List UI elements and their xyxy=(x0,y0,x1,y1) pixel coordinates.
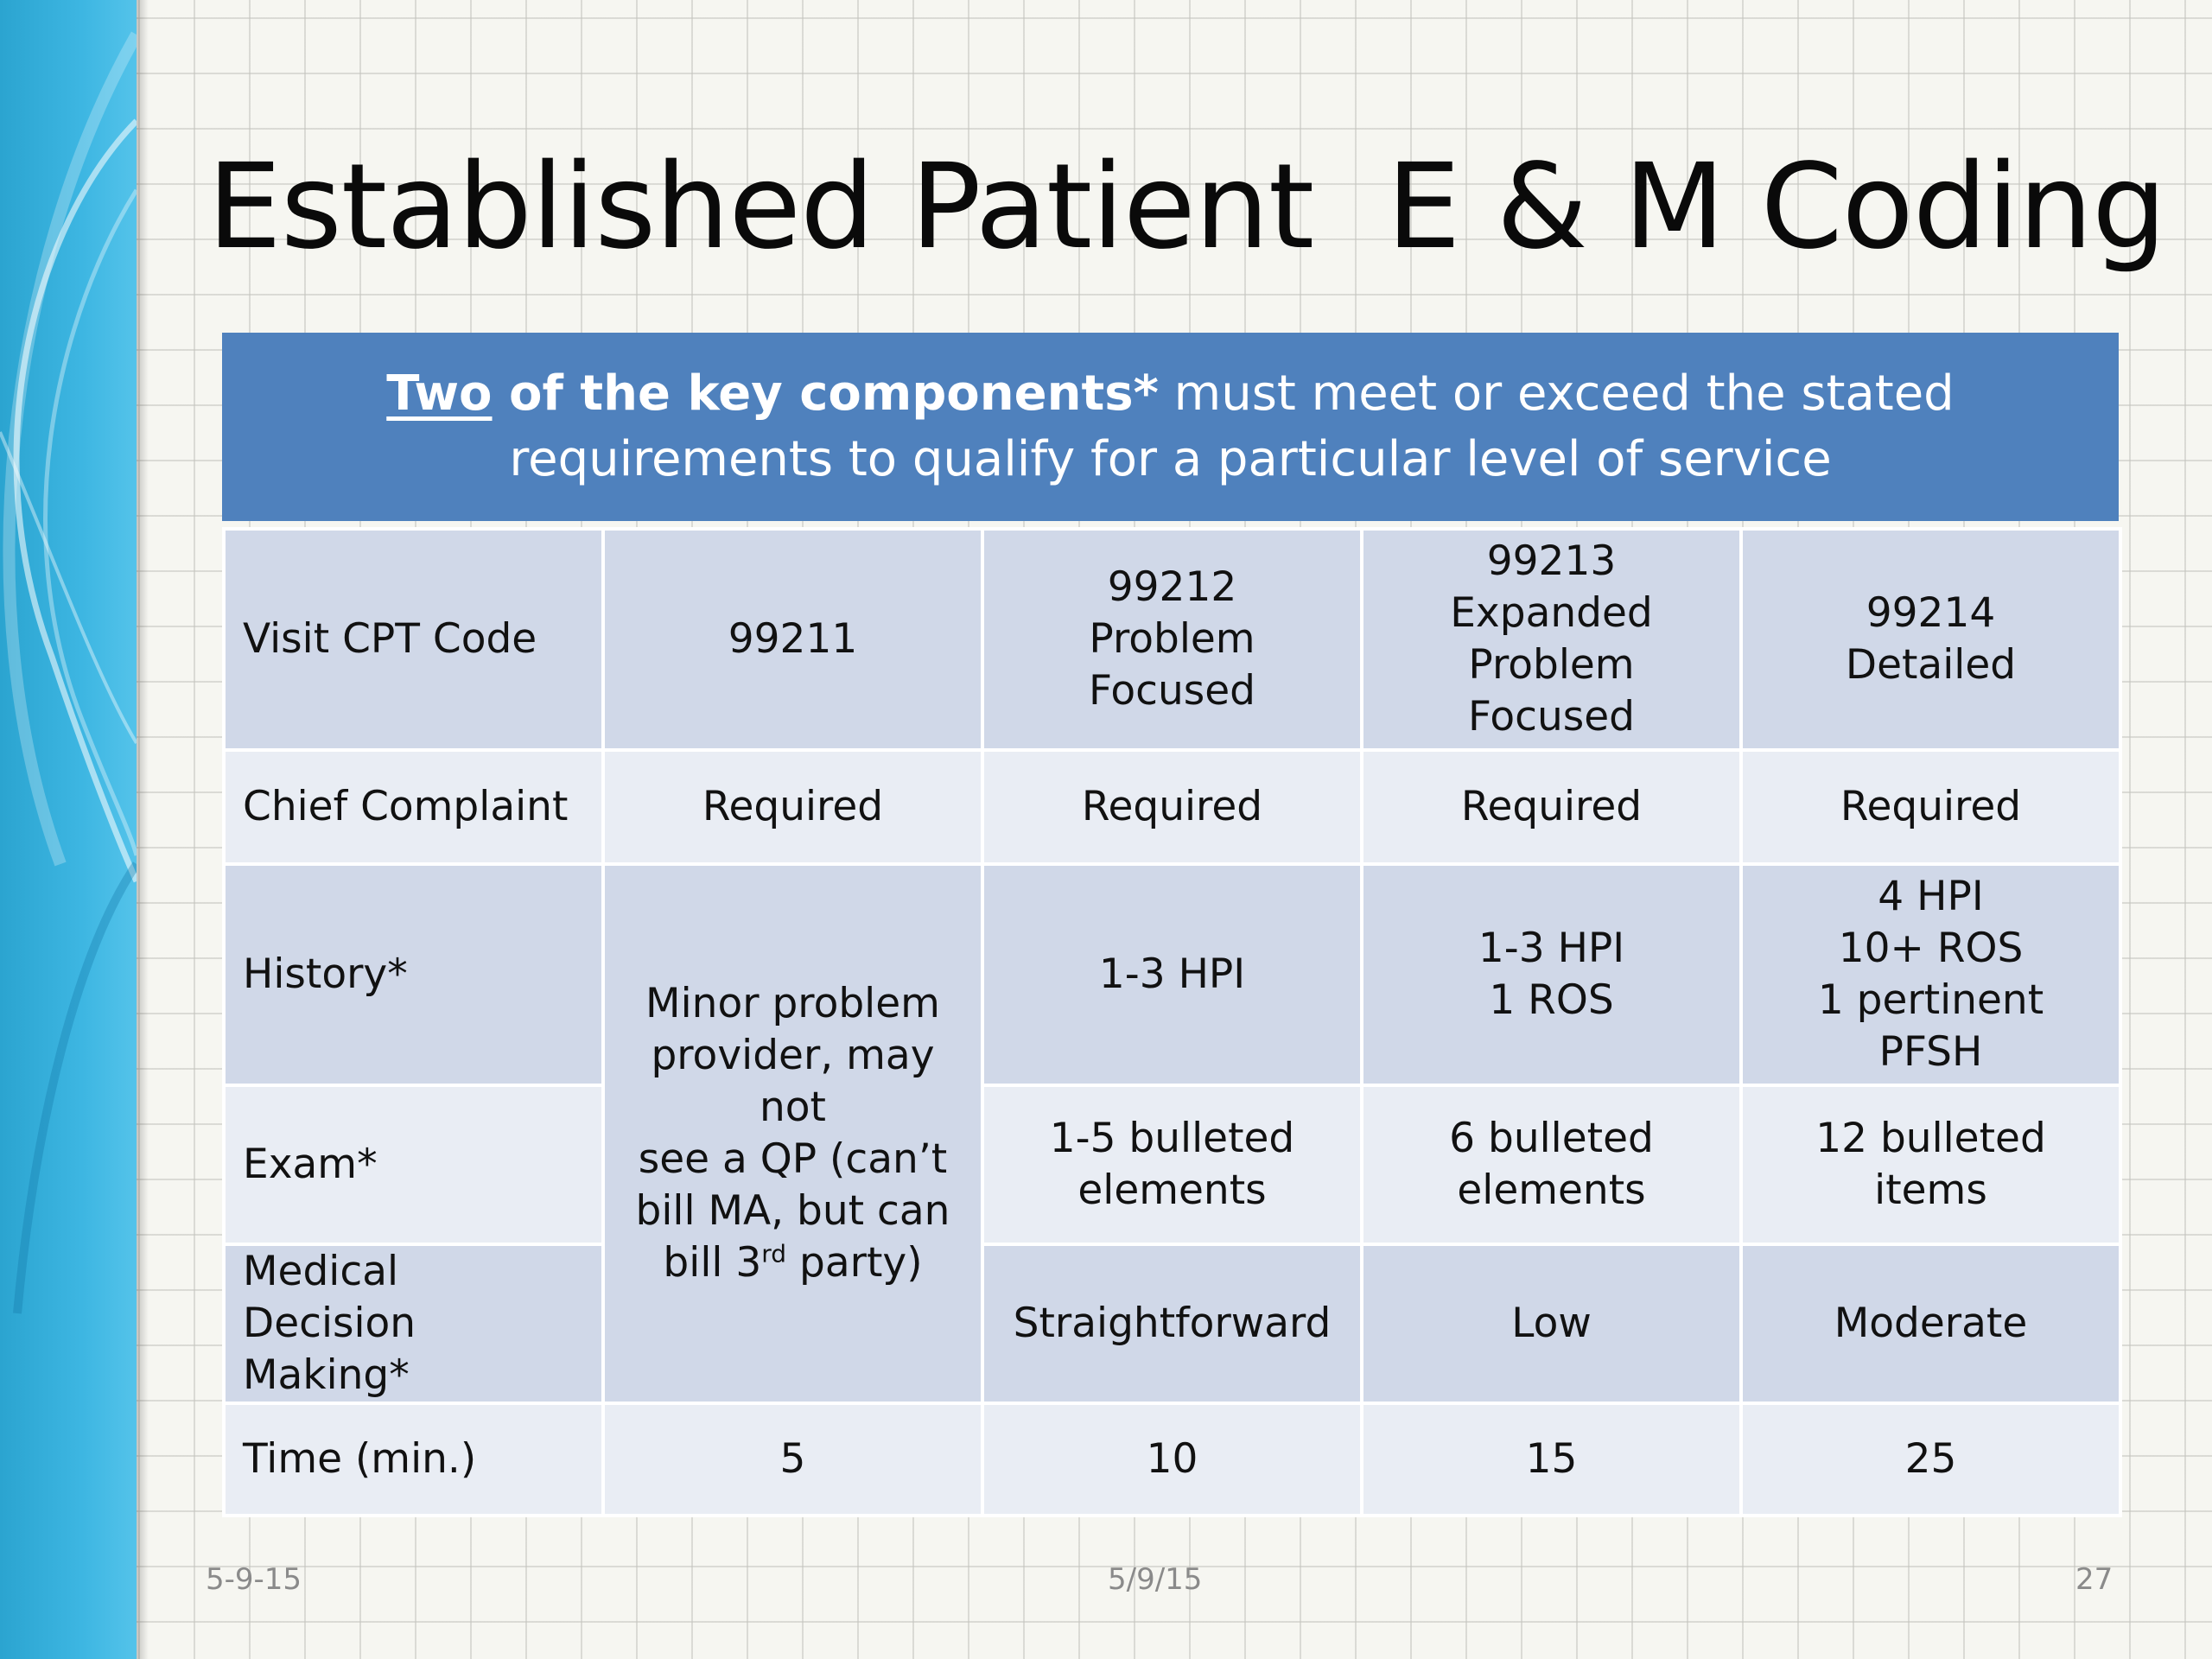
cell-exam-99212: 1-5 bulleted elements xyxy=(981,1084,1363,1246)
banner-emphasis: Two of the key components* xyxy=(386,365,1159,422)
cell-history-99212: 1-3 HPI xyxy=(981,862,1363,1087)
cell-99214-code: 99214 Detailed xyxy=(1739,527,2122,752)
cell-exam-99214: 12 bulleted items xyxy=(1739,1084,2122,1246)
table-row-chief-complaint: Chief Complaint Required Required Requir… xyxy=(222,748,2122,866)
banner-line-2: requirements to qualify for a particular… xyxy=(509,431,1832,487)
swirl-decoration-icon xyxy=(0,31,137,1314)
cell-time-99212: 10 xyxy=(981,1402,1363,1517)
table-row-medical-decision-making: Medical Decision Making* Straightforward … xyxy=(222,1243,2122,1405)
footer-center-date: 5/9/15 xyxy=(1108,1562,1203,1597)
cell-99211-code: 99211 xyxy=(601,527,984,752)
cell-chief-complaint-99214: Required xyxy=(1739,748,2122,866)
side-band-shadow xyxy=(137,0,149,1659)
cell-chief-complaint-99211: Required xyxy=(601,748,984,866)
table-row-cpt-code: Visit CPT Code 99211 99212 Problem Focuse… xyxy=(222,527,2122,752)
cell-time-99214: 25 xyxy=(1739,1402,2122,1517)
row-label-visit-cpt-code: Visit CPT Code xyxy=(222,527,605,752)
cell-history-99213: 1-3 HPI 1 ROS xyxy=(1360,862,1743,1087)
cell-mdm-99212: Straightforward xyxy=(981,1243,1363,1405)
cell-chief-complaint-99213: Required xyxy=(1360,748,1743,866)
banner-underlined-word: Two xyxy=(386,365,493,422)
decorative-side-band xyxy=(0,0,137,1659)
cell-99213-code: 99213 Expanded Problem Focused xyxy=(1360,527,1743,752)
cell-99211-merged-note: Minor problem provider, may not see a QP… xyxy=(601,862,984,1405)
cell-history-99214: 4 HPI 10+ ROS 1 pertinent PFSH xyxy=(1739,862,2122,1087)
slide-number: 27 xyxy=(2075,1562,2113,1597)
row-label-chief-complaint: Chief Complaint xyxy=(222,748,605,866)
row-label-exam: Exam* xyxy=(222,1084,605,1246)
cell-time-99211: 5 xyxy=(601,1402,984,1517)
cell-chief-complaint-99212: Required xyxy=(981,748,1363,866)
footer-left-date: 5-9-15 xyxy=(206,1562,302,1597)
row-label-history: History* xyxy=(222,862,605,1087)
cell-mdm-99213: Low xyxy=(1360,1243,1743,1405)
em-coding-table: Visit CPT Code 99211 99212 Problem Focuse… xyxy=(222,527,2122,1517)
slide-title: Established Patient E & M Coding xyxy=(207,139,2166,276)
cell-exam-99213: 6 bulleted elements xyxy=(1360,1084,1743,1246)
banner-line-1-rest: must meet or exceed the stated xyxy=(1158,365,1955,422)
row-label-time: Time (min.) xyxy=(222,1402,605,1517)
cell-99212-code: 99212 Problem Focused xyxy=(981,527,1363,752)
banner-bold-text: of the key components* xyxy=(492,365,1159,422)
table-row-time: Time (min.) 5 10 15 25 xyxy=(222,1402,2122,1517)
table-row-history: History* Minor problem provider, may not… xyxy=(222,862,2122,1405)
cell-time-99213: 15 xyxy=(1360,1402,1743,1517)
banner-line-1: Two of the key components* must meet or … xyxy=(386,361,1954,427)
row-label-medical-decision-making: Medical Decision Making* xyxy=(222,1243,605,1405)
merged-note-last-line: bill 3rd party) xyxy=(663,1239,923,1287)
cell-mdm-99214: Moderate xyxy=(1739,1243,2122,1405)
table-row-exam: Exam* 1-5 bulleted elements 6 bulleted ele… xyxy=(222,1084,2122,1246)
requirements-banner: Two of the key components* must meet or … xyxy=(222,333,2119,521)
